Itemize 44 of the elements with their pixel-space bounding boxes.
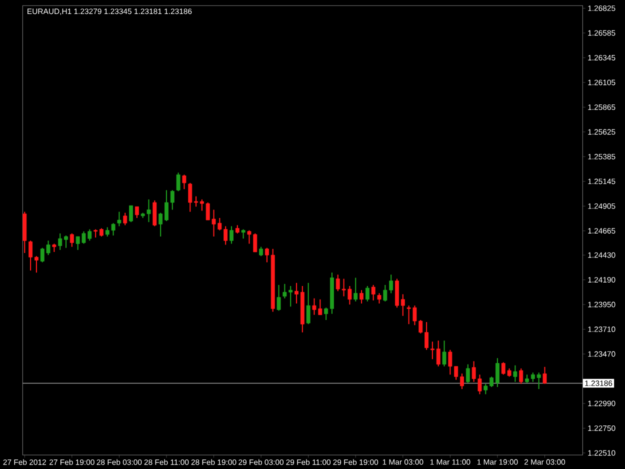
candlestick: [490, 376, 494, 388]
candlestick: [424, 322, 429, 350]
candlestick: [134, 206, 139, 219]
candlestick: [176, 172, 180, 192]
candlestick: [460, 373, 464, 390]
candlestick: [377, 292, 382, 304]
candlestick: [64, 234, 68, 248]
candlestick: [170, 190, 174, 210]
candlestick: [188, 182, 192, 212]
candlestick: [164, 190, 168, 222]
candlestick: [354, 277, 358, 302]
candlestick: [158, 212, 163, 238]
candlestick: [442, 340, 446, 367]
candlestick: [241, 228, 246, 240]
candlestick: [276, 284, 281, 312]
candlestick: [117, 211, 122, 227]
candlestick: [123, 212, 128, 226]
candlestick: [152, 200, 157, 227]
candlestick: [230, 226, 234, 244]
candlestick: [430, 341, 434, 360]
candlestick: [58, 232, 62, 250]
candlestick: [365, 285, 370, 302]
candlestick: [70, 232, 74, 248]
candlestick: [400, 294, 405, 316]
candlestick: [294, 282, 298, 304]
candlestick: [519, 368, 524, 384]
candlestick: [324, 307, 328, 321]
candlestick: [129, 205, 133, 223]
candlestick: [436, 340, 440, 367]
candlestick: [306, 282, 310, 325]
candlestick: [28, 240, 33, 272]
candlestick: [194, 196, 198, 208]
candlestick: [484, 383, 488, 395]
candlestick: [466, 364, 470, 384]
candlestick: [259, 246, 264, 257]
candlestick: [495, 358, 500, 388]
candlestick: [371, 284, 376, 301]
candlestick: [542, 366, 547, 384]
candlestick: [360, 290, 364, 304]
candlestick: [34, 256, 38, 274]
candlestick: [182, 174, 186, 190]
candlestick: [264, 247, 269, 263]
candlestick: [513, 364, 518, 382]
candlestick: [200, 198, 204, 212]
